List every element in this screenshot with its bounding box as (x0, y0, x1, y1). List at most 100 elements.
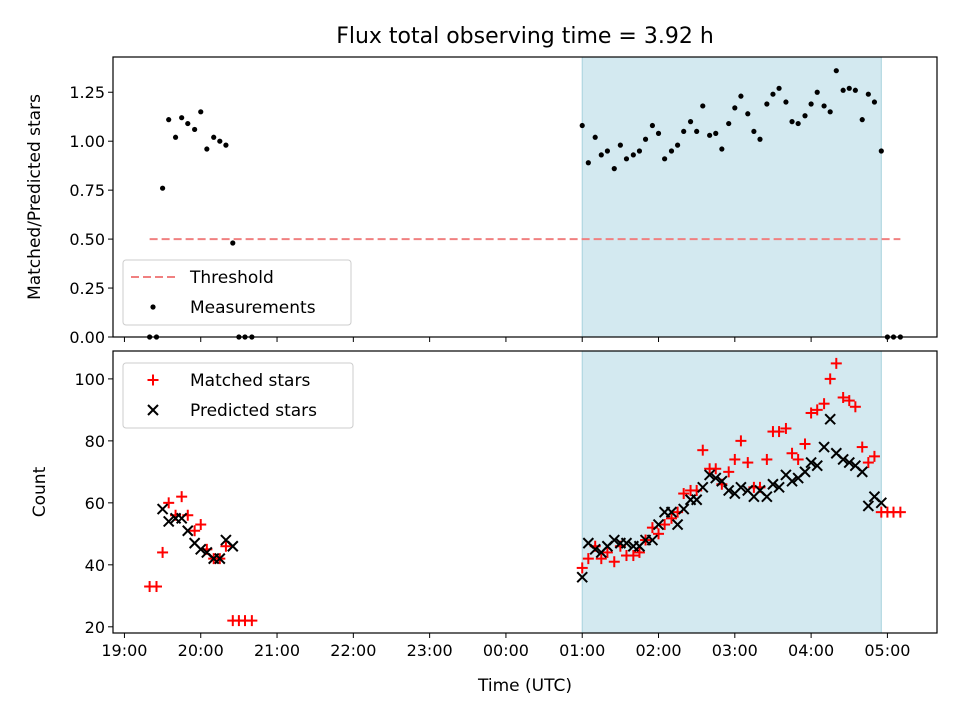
matched-star-point (799, 438, 811, 450)
y-tick-label: 0.75 (69, 181, 105, 200)
measurement-point (204, 146, 210, 152)
y-tick-label: 100 (74, 370, 105, 389)
matched-star-point (868, 450, 880, 462)
predicted-star-point (805, 456, 817, 469)
measurement-point (192, 126, 198, 133)
matched-star-point (843, 395, 855, 407)
measurement-point (795, 120, 801, 127)
matched-star-point (576, 562, 588, 574)
measurement-point (751, 128, 757, 135)
matched-star-point (627, 550, 639, 562)
legend-plus-mark (147, 374, 159, 386)
matched-star-point (697, 444, 709, 456)
measurement-point (662, 156, 668, 162)
y-tick-label: 0.50 (69, 230, 105, 249)
matched-star-point (595, 553, 607, 565)
measurement-point (865, 91, 871, 97)
measurement-point (878, 148, 884, 154)
predicted-star-point (811, 459, 823, 472)
measurement-point (166, 117, 172, 123)
predicted-star-point (818, 441, 830, 453)
predicted-star-point (710, 472, 722, 484)
measurement-point (821, 103, 827, 109)
measurement-point (598, 152, 604, 158)
matched-star-point (582, 553, 594, 565)
measurement-point (655, 130, 662, 136)
measurement-point (681, 128, 687, 135)
measurement-point (719, 146, 725, 152)
x-tick-label: 19:00 (101, 641, 147, 660)
measurement-point (223, 142, 229, 148)
legend-cross-mark (147, 404, 159, 416)
predicted-star-point (665, 506, 678, 518)
measurement-point (764, 101, 770, 107)
measurement-point (585, 160, 591, 166)
count-y-axis-label: Count (30, 466, 50, 517)
x-tick-label: 02:00 (635, 641, 681, 660)
legend-matched-swatch (147, 374, 159, 386)
x-tick-label: 00:00 (483, 641, 529, 660)
count-points (144, 357, 906, 627)
measurement-point (738, 93, 744, 99)
predicted-star-point (723, 484, 735, 497)
measurement-point (217, 138, 223, 144)
y-tick-label: 0.00 (69, 328, 105, 347)
measurement-point (636, 148, 643, 154)
measurement-point (623, 156, 630, 162)
measurement-point (770, 91, 776, 97)
y-tick-label: 60 (85, 494, 105, 513)
matched-star-point (176, 491, 188, 503)
measurement-point (852, 87, 858, 93)
matched-star-point (761, 453, 773, 465)
measurement-point (827, 109, 833, 115)
measurement-point (808, 101, 814, 107)
ratio-x-ticks (123, 337, 888, 342)
predicted-star-point (786, 475, 798, 487)
ratio-panel: 0.00 0.25 0.50 0.75 1.00 1.25 Matched/Predict… (25, 56, 938, 347)
measurement-point (833, 68, 839, 74)
predicted-star-point (652, 518, 665, 531)
predicted-star-point (156, 503, 169, 515)
predicted-star-point (767, 478, 779, 490)
matched-star-point (818, 398, 830, 410)
measurement-point (814, 89, 820, 95)
predicted-star-point (175, 512, 188, 525)
x-tick-label: 01:00 (559, 641, 605, 660)
matched-star-point (729, 453, 741, 465)
predicted-star-point (214, 552, 226, 565)
x-tick-label: 04:00 (788, 641, 834, 660)
ratio-y-ticks: 0.00 0.25 0.50 0.75 1.00 1.25 (69, 83, 113, 347)
ratio-y-axis-label: Matched/Predicted stars (25, 94, 45, 300)
predicted-star-point (677, 503, 690, 515)
measurement-point (687, 119, 694, 125)
count-y-ticks: 20 40 60 80 100 (74, 370, 113, 637)
predicted-star-point (589, 543, 601, 556)
matched-star-point (805, 407, 817, 419)
predicted-star-point (697, 481, 709, 494)
figure-title: Flux total observing time = 3.92 h (336, 24, 714, 49)
count-legend: Matched stars Predicted stars (122, 362, 354, 429)
measurement-point (604, 148, 611, 154)
matched-star-point (246, 615, 258, 627)
count-legend-box (122, 362, 354, 429)
measurement-point (642, 136, 649, 142)
predicted-star-point (646, 534, 659, 546)
predicted-star-point (576, 571, 588, 583)
matched-star-point (773, 426, 785, 438)
predicted-star-point (182, 525, 194, 537)
predicted-star-point (735, 481, 747, 494)
matched-star-point (659, 519, 671, 531)
matched-star-point (220, 540, 232, 552)
measurement-point (745, 111, 751, 117)
measurement-point (707, 132, 713, 138)
measurement-point (694, 128, 700, 135)
measurement-point (700, 103, 706, 109)
y-tick-label: 1.25 (69, 83, 105, 102)
legend-threshold-label: Threshold (189, 268, 274, 288)
observing-window-span (581, 56, 882, 338)
predicted-star-point (761, 490, 773, 503)
predicted-star-point (856, 466, 868, 478)
legend-matched-label: Matched stars (190, 371, 310, 391)
matched-star-point (710, 463, 722, 475)
predicted-star-point (824, 413, 836, 425)
